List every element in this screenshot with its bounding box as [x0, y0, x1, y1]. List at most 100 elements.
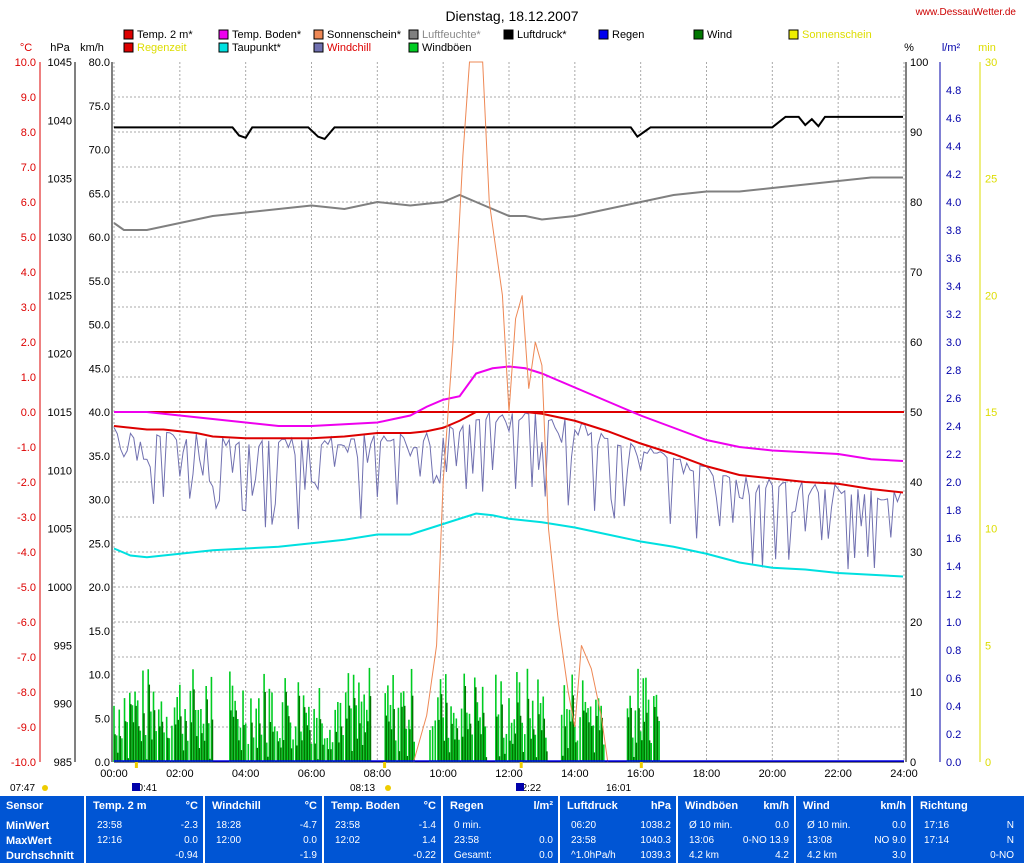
series-lines: [113, 61, 904, 763]
temp-tick-label: 7.0: [21, 162, 36, 174]
wind-tick-label: 40.0: [89, 407, 110, 419]
marker-label: 08:13: [350, 783, 375, 794]
series-sonnenschein: [413, 61, 609, 763]
stats-time: Gesamt:: [454, 850, 492, 861]
sun-axis-unit: min: [978, 42, 996, 54]
temp-tick-label: 2.0: [21, 337, 36, 349]
temp-tick-label: -3.0: [17, 512, 36, 524]
legend-swatch: [123, 42, 134, 53]
stats-time: 4.2 km: [689, 850, 720, 861]
temp-tick-label: -5.0: [17, 582, 36, 594]
stats-panel-unit: km/h: [880, 800, 906, 812]
legend-swatch: [408, 29, 419, 40]
pressure-axis-unit: hPa: [50, 42, 70, 54]
stats-value: -0.94: [175, 850, 198, 861]
rain-tick-label: 4.8: [946, 85, 961, 97]
temp-axis-unit: °C: [20, 42, 32, 54]
wind-tick-label: 45.0: [89, 363, 110, 375]
wind-tick-label: 30.0: [89, 495, 110, 507]
stats-value: 0.0: [303, 835, 317, 846]
chart-title: Dienstag, 18.12.2007: [445, 8, 578, 24]
pressure-tick-label: 1030: [48, 232, 72, 244]
pressure-tick-label: 995: [54, 640, 72, 652]
rain-tick-label: 2.6: [946, 393, 961, 405]
stats-panel-header: Windchill: [212, 800, 261, 812]
rain-tick-label: 3.4: [946, 281, 961, 293]
temp-tick-label: 6.0: [21, 197, 36, 209]
wind-tick-label: 25.0: [89, 538, 110, 550]
stats-panel-unit: km/h: [763, 800, 789, 812]
stats-panel-unit: l/m²: [533, 800, 553, 812]
rain-tick-label: 1.4: [946, 561, 961, 573]
stats-time: Ø 10 min.: [689, 820, 733, 831]
stats-separator: [558, 796, 560, 863]
temp-tick-label: 9.0: [21, 92, 36, 104]
x-tick-label: 12:00: [495, 768, 523, 780]
sun-tick-label: 25: [985, 174, 997, 186]
legend-label: Regen: [612, 29, 644, 41]
x-tick-label: 14:00: [561, 768, 589, 780]
temp-tick-label: -4.0: [17, 547, 36, 559]
wind-tick-label: 80.0: [89, 57, 110, 69]
pressure-tick-label: 1025: [48, 290, 72, 302]
stats-value: N: [1006, 820, 1014, 831]
legend-label: Temp. Boden*: [232, 29, 302, 41]
pressure-tick-label: 1000: [48, 582, 72, 594]
stats-time: 13:06: [689, 835, 715, 846]
stats-panel-header: Luftdruck: [567, 800, 618, 812]
legend-swatch: [503, 29, 514, 40]
rain-tick-label: 3.8: [946, 225, 961, 237]
x-tick-label: 00:00: [100, 768, 128, 780]
stats-panel-header: Windböen: [685, 800, 739, 812]
wind-tick-label: 35.0: [89, 451, 110, 463]
stats-value: 1039.3: [640, 850, 671, 861]
legend-label: Regenzeit: [137, 42, 187, 54]
humidity-tick-label: 0: [910, 757, 916, 769]
stats-panel-header: Wind: [803, 800, 830, 812]
stats-value: NO 9.0: [874, 835, 906, 846]
temp-tick-label: 8.0: [21, 127, 36, 139]
series-luftfeuchte: [113, 176, 904, 231]
marker-label: 00:41: [132, 783, 157, 794]
website-link[interactable]: www.DessauWetter.de: [915, 7, 1017, 18]
sun-icon: [42, 785, 48, 791]
stats-time: 23:58: [97, 820, 123, 831]
rain-tick-label: 0.2: [946, 729, 961, 741]
sun-tick-label: 5: [985, 640, 991, 652]
rain-tick-label: 2.4: [946, 421, 961, 433]
stats-time: 23:58: [454, 835, 480, 846]
series-windchill: [113, 411, 902, 570]
stats-separator: [676, 796, 678, 863]
humidity-tick-label: 40: [910, 477, 922, 489]
stats-value: 1.4: [422, 835, 436, 846]
humidity-tick-label: 30: [910, 547, 922, 559]
stats-value: 0.0: [539, 850, 553, 861]
series-temp-boden: [114, 365, 904, 462]
legend-label: Taupunkt*: [232, 42, 282, 54]
humidity-tick-label: 20: [910, 617, 922, 629]
temp-tick-label: 10.0: [15, 57, 36, 69]
sun-tick-label: 20: [985, 290, 997, 302]
temp-tick-label: -10.0: [11, 757, 36, 769]
stats-time: 13:08: [807, 835, 833, 846]
temp-tick-label: -2.0: [17, 477, 36, 489]
stats-value: 0-NO: [990, 850, 1014, 861]
pressure-tick-label: 985: [54, 757, 72, 769]
x-tick-label: 24:00: [890, 768, 918, 780]
stats-time: 17:16: [924, 820, 950, 831]
sun-tick-label: 10: [985, 524, 997, 536]
stats-value: 0.0: [775, 820, 789, 831]
legend-label: Luftdruck*: [517, 29, 567, 41]
pressure-tick-label: 1010: [48, 465, 72, 477]
stats-row-label: MinWert: [6, 820, 50, 832]
rain-tick-label: 4.6: [946, 113, 961, 125]
stats-time: 12:02: [335, 835, 361, 846]
marker-label: 16:01: [606, 783, 631, 794]
stats-panel-unit: °C: [423, 800, 436, 812]
stats-value: -1.9: [299, 850, 317, 861]
rain-tick-label: 1.8: [946, 505, 961, 517]
stats-panel-unit: °C: [185, 800, 198, 812]
stats-separator: [322, 796, 324, 863]
marker-label: 12:22: [516, 783, 541, 794]
wind-tick-label: 0.0: [95, 757, 110, 769]
